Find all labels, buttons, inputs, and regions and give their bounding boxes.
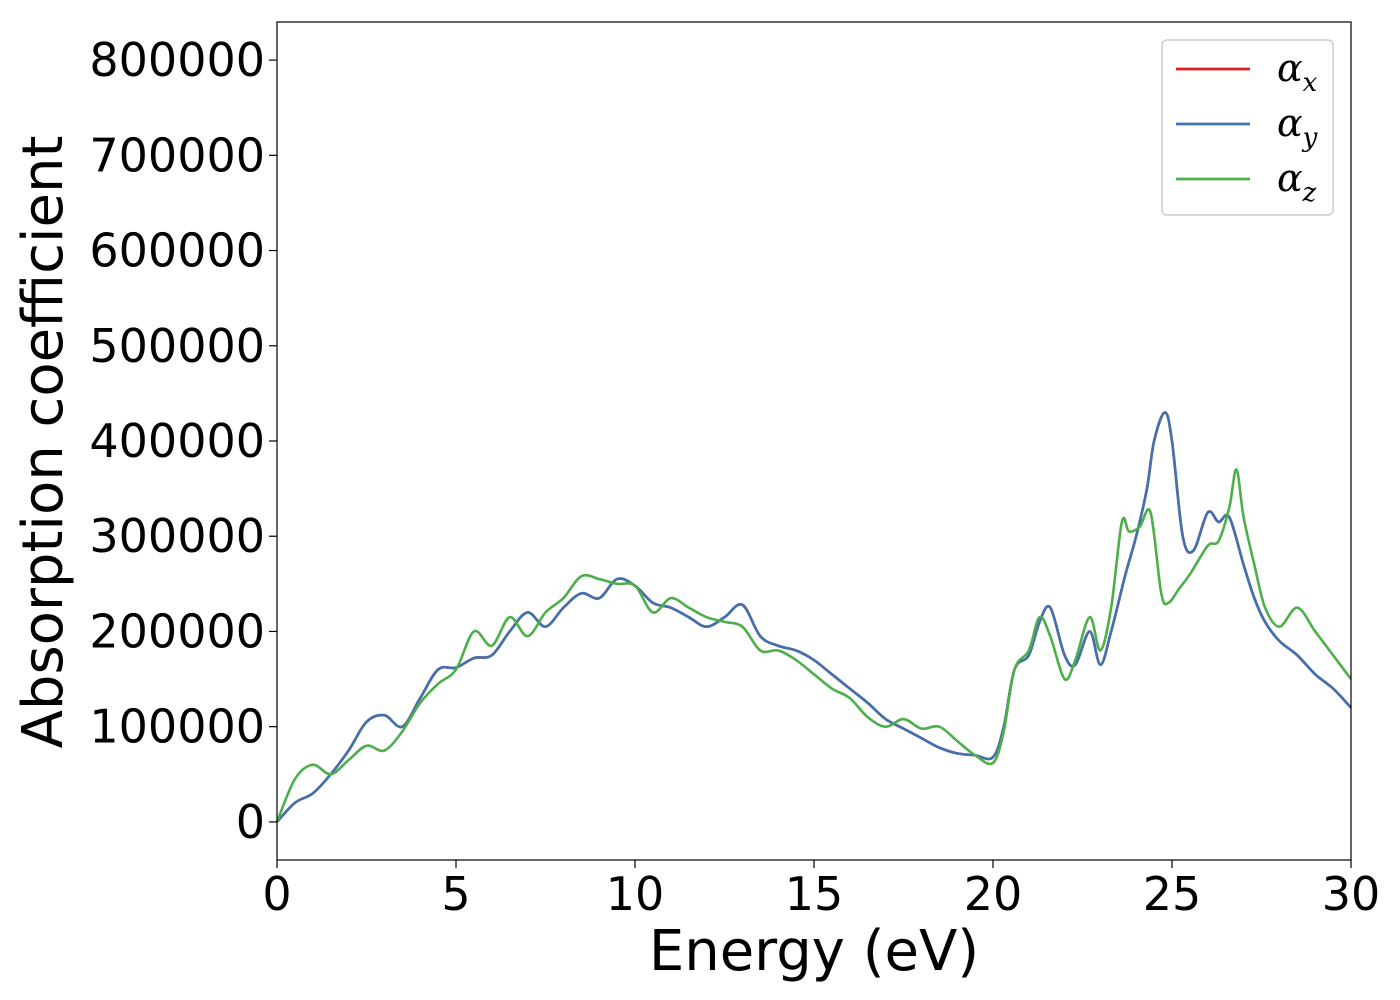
legend-subscript: y <box>1302 123 1318 153</box>
x-axis-title: Energy (eV) <box>649 919 979 984</box>
y-tick-label: 800000 <box>89 33 265 87</box>
legend-subscript: x <box>1303 68 1318 98</box>
y-tick-label: 400000 <box>89 414 265 468</box>
x-tick-label: 0 <box>262 867 291 921</box>
series-line-y <box>276 411 1352 823</box>
legend-subscript: z <box>1302 178 1317 208</box>
x-tick-label: 15 <box>785 867 844 921</box>
y-axis-ticks: 0 100000 200000 300000 400000 500000 600000 700… <box>89 33 277 849</box>
y-tick-label: 100000 <box>89 700 265 754</box>
x-axis-ticks: 0 5 10 15 20 25 30 <box>262 860 1380 921</box>
series-line-z <box>275 468 1353 823</box>
x-tick-label: 5 <box>441 867 470 921</box>
y-tick-label: 0 <box>236 795 265 849</box>
y-tick-label: 200000 <box>89 604 265 658</box>
y-tick-label: 700000 <box>89 128 265 182</box>
x-tick-label: 25 <box>1143 867 1202 921</box>
y-tick-label: 300000 <box>89 509 265 563</box>
x-tick-label: 10 <box>606 867 665 921</box>
x-tick-label: 30 <box>1322 867 1381 921</box>
y-axis-title: Absorption coefficient <box>11 136 76 749</box>
legend-label-y: αy <box>1277 101 1318 153</box>
y-tick-label: 600000 <box>89 224 265 278</box>
series-layer <box>275 411 1353 823</box>
x-tick-label: 20 <box>964 867 1023 921</box>
y-tick-label: 500000 <box>89 319 265 373</box>
legend-box <box>1161 39 1334 216</box>
